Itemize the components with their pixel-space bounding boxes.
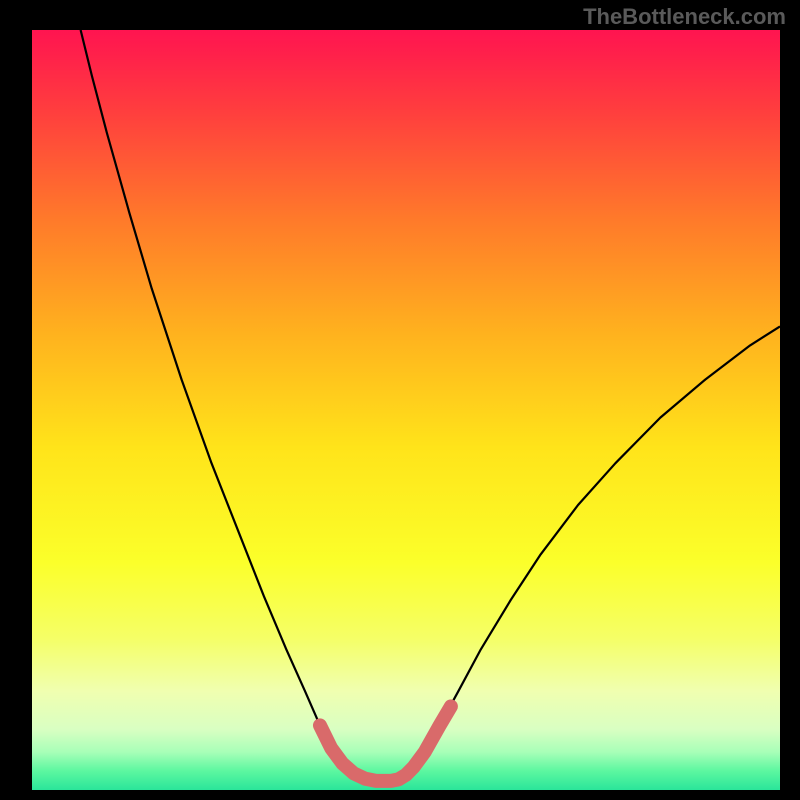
background-gradient xyxy=(32,30,780,790)
plot-area xyxy=(32,30,780,790)
watermark-text: TheBottleneck.com xyxy=(583,4,786,30)
chart-container: TheBottleneck.com xyxy=(0,0,800,800)
